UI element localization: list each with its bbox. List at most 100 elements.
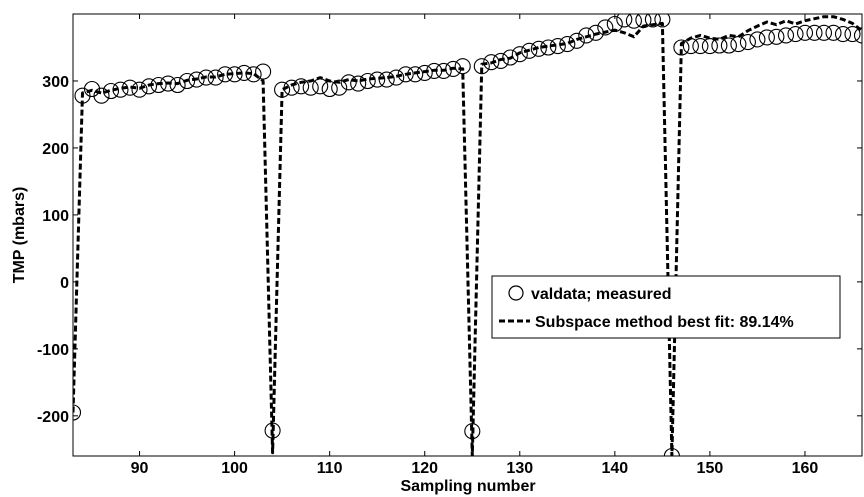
measured-point [340,74,357,91]
measured-point [483,54,500,71]
y-tick-label: 200 [42,141,69,158]
measured-point [768,28,785,45]
measured-point [749,31,766,48]
measured-point [245,66,262,83]
measured-point [140,78,158,95]
measured-point [131,81,148,98]
measured-point [473,58,490,75]
measured-point [682,38,699,55]
measured-point [445,60,462,77]
measured-point [369,71,386,88]
measured-point [112,81,129,98]
measured-point [787,26,804,43]
y-tick-label: 300 [42,74,69,91]
measured-point [825,24,842,41]
measured-point [796,24,814,41]
measured-point [654,14,671,28]
measured-point [711,37,728,54]
series-fit-line [73,15,862,456]
measured-point [673,39,690,56]
measured-point [720,37,737,54]
measured-point [521,42,538,59]
measured-point [739,34,756,51]
measured-point [625,14,642,29]
measured-point [511,46,528,63]
legend: valdata; measured Subspace method best f… [491,275,841,339]
measured-point [102,82,120,100]
measured-point [464,423,481,440]
measured-point [378,71,395,88]
measured-point [217,66,234,83]
measured-point [121,79,139,96]
measured-point [312,78,329,95]
plot-frame [72,13,863,457]
measured-point [730,36,747,53]
measured-point [236,64,253,81]
x-tick-label: 120 [411,460,438,477]
measured-point [207,69,224,86]
measured-point [179,72,196,90]
measured-point [397,66,414,83]
measured-point [559,36,576,53]
measured-point [198,69,215,86]
x-tick-label: 90 [131,460,149,477]
x-tick-label: 130 [506,460,533,477]
legend-label-fit: Subspace method best fit: 89.14% [535,314,794,331]
measured-point [635,14,652,29]
measured-point [597,19,614,36]
measured-point [407,66,424,83]
measured-point [169,76,186,94]
x-tick-label: 150 [697,460,724,477]
y-axis-label: TMP (mbars) [11,187,28,284]
measured-point [150,76,167,94]
measured-point [530,40,547,57]
measured-point [663,447,680,456]
measured-point [616,14,633,28]
legend-box [491,275,841,339]
plot-background [73,14,862,456]
measured-point [692,38,709,55]
series-group [73,14,862,456]
measured-point [426,62,443,79]
y-tick-label: -100 [37,342,69,359]
measured-point [331,79,348,96]
measured-point [416,64,433,81]
measured-point [568,32,585,49]
x-tick-label: 140 [601,460,628,477]
measured-point [578,27,595,44]
axis-layer: 90 100 110 120 130 140 150 160 -200 -100 0 100 200 30… [37,14,862,477]
legend-marker-measured [508,285,524,301]
measured-point [701,38,718,55]
measured-point [293,78,310,95]
measured-point [644,14,661,28]
measured-point [587,24,604,41]
measured-point [359,72,376,90]
data-layer [73,14,862,456]
measured-point [502,49,519,66]
measured-point [492,52,509,69]
measured-point [388,69,405,86]
measured-point [540,39,557,56]
measured-point [188,71,205,88]
measured-point [435,62,452,79]
measured-point [549,38,566,55]
measured-point [806,24,823,41]
measured-point [73,404,82,421]
y-tick-label: -200 [37,409,69,426]
x-tick-label: 110 [317,460,343,477]
measured-point [454,58,471,75]
measured-point [834,26,852,43]
measured-point [844,26,861,43]
y-tick-label: 0 [60,275,69,292]
measured-point [777,27,795,44]
measured-point [160,75,177,92]
legend-label-measured: valdata; measured [531,286,672,303]
measured-point [264,422,281,439]
measured-point [815,24,833,41]
y-tick-label: 100 [42,208,69,225]
measured-point [321,80,338,98]
measured-point [255,63,272,80]
x-axis-label: Sampling number [400,478,535,495]
x-tick-label: 100 [221,460,248,477]
